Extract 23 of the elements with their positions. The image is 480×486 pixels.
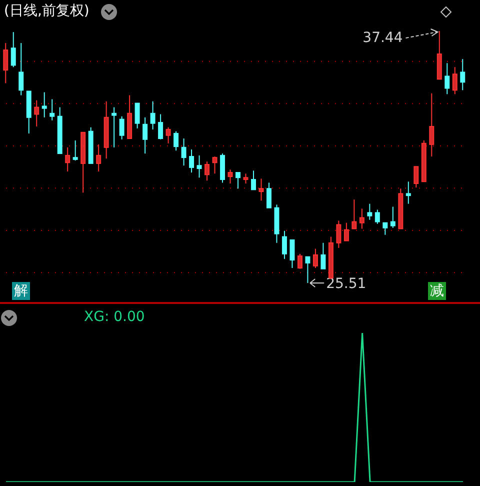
chart-title: XG: 0.00 [84, 309, 145, 325]
candlestick [406, 181, 411, 204]
candlestick [42, 92, 47, 118]
candlestick [444, 62, 450, 95]
chart-title: (日线,前复权) [4, 2, 90, 20]
candlestick [96, 144, 102, 172]
candlestick [34, 100, 40, 127]
annotation: 解 [12, 282, 30, 300]
candlestick [429, 92, 434, 157]
candlestick [104, 100, 109, 160]
candlestick [142, 116, 148, 154]
annotation: 25.51 [326, 276, 366, 292]
candlestick [65, 146, 70, 172]
candlestick [460, 58, 466, 91]
candlestick [274, 204, 280, 244]
candlestick [196, 154, 202, 178]
candlestick [258, 178, 264, 202]
candlestick [3, 42, 8, 84]
annotation: 减 [428, 282, 446, 300]
annotation: 37.44 [362, 30, 403, 46]
candlestick [189, 149, 194, 174]
candlestick [181, 138, 186, 166]
candlestick [18, 42, 24, 96]
